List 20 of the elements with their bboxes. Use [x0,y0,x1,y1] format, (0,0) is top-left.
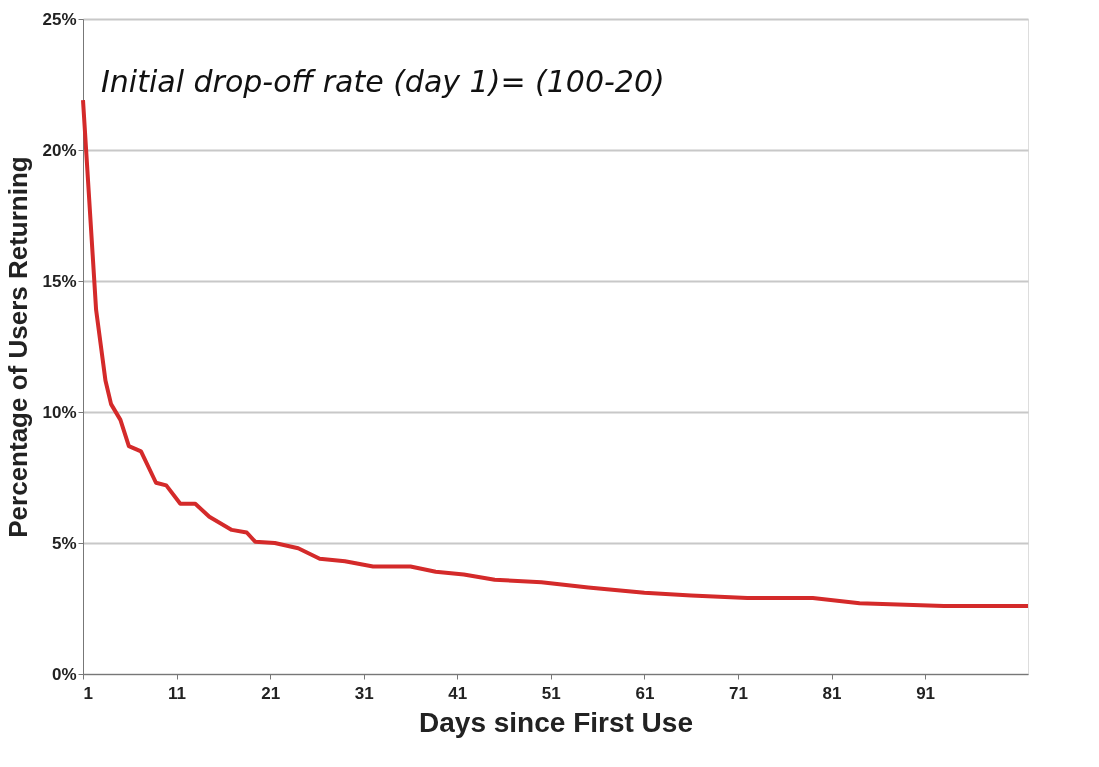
y-tick-label: 5% [51,533,77,553]
y-tick-label: 25% [42,9,77,29]
x-tick-label: 91 [916,683,936,703]
y-tick-label: 10% [42,402,77,422]
x-tick-label: 31 [354,683,374,703]
line-series [81,98,1030,608]
x-tick-label: 1 [83,683,93,703]
x-tick-label: 11 [168,683,187,703]
x-tick-label: 21 [261,683,281,703]
x-tick-label: 51 [541,683,561,703]
y-tick-label: 0% [51,664,77,684]
y-tick-label: 20% [42,140,77,160]
x-tick-label: 61 [635,683,655,703]
x-tick-label: 81 [822,683,842,703]
x-axis-title: Days since First Use [419,706,693,738]
annotation: Initial drop-off rate (day 1)= (100-20) [101,64,665,99]
x-tick-label: 71 [728,683,748,703]
y-axis-title: Percentage of Users Returning [3,156,34,538]
y-tick-label: 15% [42,271,77,291]
x-tick-label: 41 [448,683,468,703]
